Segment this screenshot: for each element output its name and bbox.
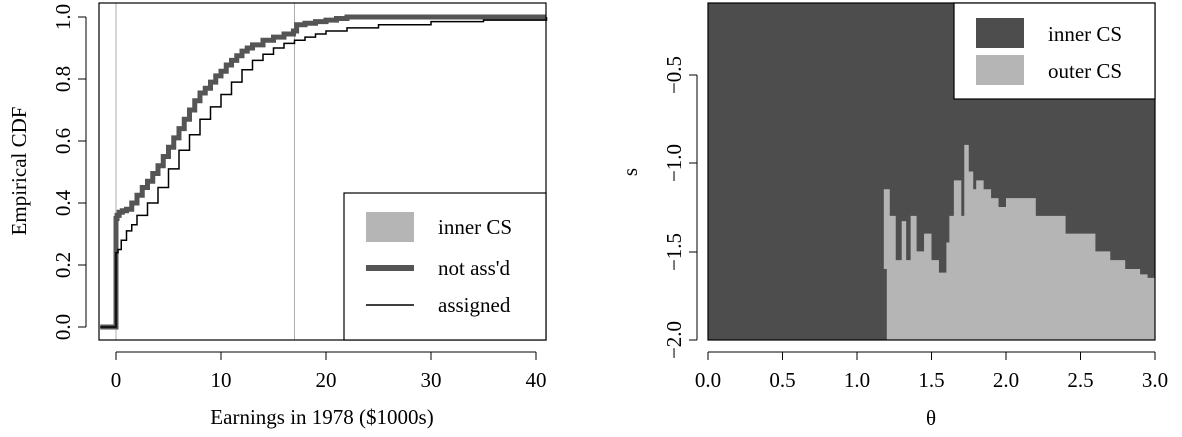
cs-x-tick-label: 0.0: [695, 368, 721, 392]
cdf-y-tick-label: 0.8: [51, 66, 75, 92]
cs-x-tick-label: 2.5: [1067, 368, 1093, 392]
cs-y-axis-label: s: [618, 168, 642, 176]
cdf-x-tick-label: 10: [211, 368, 232, 392]
outer-cs-region: [883, 144, 1155, 340]
legend-swatch-outer-cs: [976, 55, 1024, 85]
cs-legend-label: outer CS: [1048, 59, 1122, 83]
cs-y-tick-label: −1.0: [662, 144, 686, 182]
legend-swatch-inner-cs: [366, 212, 414, 242]
cs-x-tick-label: 0.5: [769, 368, 795, 392]
cdf-series-assigned: [100, 17, 548, 328]
cdf-legend: inner CS not ass'd assigned: [343, 192, 547, 341]
cdf-plot-frame: [98, 2, 547, 341]
cdf-y-axis: 0.0 0.2 0.4 0.6 0.8 1.0: [51, 4, 87, 340]
cdf-legend-label: inner CS: [438, 215, 512, 239]
cs-x-axis: 0.0 0.5 1.0 1.5 2.0 2.5 3.0: [695, 351, 1168, 392]
cdf-x-tick-label: 20: [316, 368, 337, 392]
cs-y-axis: −2.0 −1.5 −1.0 −0.5: [662, 56, 698, 359]
cs-x-tick-label: 1.5: [918, 368, 944, 392]
cdf-y-axis-label: Empirical CDF: [7, 107, 31, 236]
cs-y-tick-label: −0.5: [662, 56, 686, 94]
cs-x-tick-label: 3.0: [1142, 368, 1168, 392]
cdf-x-tick-label: 40: [526, 368, 547, 392]
cdf-y-tick-label: 0.6: [51, 128, 75, 154]
cdf-legend-label: not ass'd: [438, 256, 511, 280]
cs-legend-label: inner CS: [1048, 22, 1122, 46]
cdf-legend-label: assigned: [438, 293, 511, 317]
legend-swatch-inner-cs: [976, 18, 1024, 48]
cdf-x-axis-label: Earnings in 1978 ($1000s): [210, 405, 433, 429]
cs-x-tick-label: 2.0: [993, 368, 1019, 392]
cs-legend: inner CS outer CS: [953, 2, 1156, 100]
cs-x-tick-label: 1.0: [844, 368, 870, 392]
cdf-x-tick-label: 0: [111, 368, 122, 392]
cs-y-tick-label: −2.0: [662, 321, 686, 359]
cdf-y-tick-label: 0.2: [51, 252, 75, 278]
cdf-x-tick-label: 30: [421, 368, 442, 392]
cs-x-axis-label: θ: [926, 406, 936, 430]
cdf-y-tick-label: 0.4: [51, 189, 75, 216]
cs-plot-frame: [707, 2, 1156, 341]
cdf-y-tick-label: 0.0: [51, 314, 75, 340]
cdf-x-axis: 0 10 20 30 40: [111, 351, 547, 392]
cs-y-tick-label: −1.5: [662, 233, 686, 271]
cs-panel: −2.0 −1.5 −1.0 −0.5 0.0 0.5 1.0 1.5 2.0 …: [618, 2, 1168, 430]
cdf-series-not-assd: [100, 14, 547, 330]
cdf-panel: 0.0 0.2 0.4 0.6 0.8 1.0 0 10 20 30 40 Ea…: [7, 2, 548, 429]
cdf-y-tick-label: 1.0: [51, 4, 75, 30]
cdf-plot-area: [100, 3, 548, 340]
